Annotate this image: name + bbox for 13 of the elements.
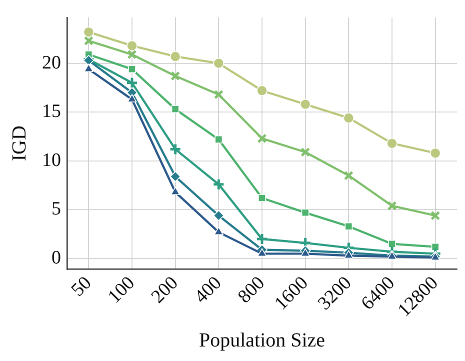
- x-tick-label: 400: [190, 272, 226, 308]
- y-tick-label: 10: [42, 150, 61, 171]
- y-axis-title: IGD: [8, 126, 30, 162]
- y-tick-label: 20: [42, 52, 61, 74]
- x-tick-label: 6400: [357, 272, 400, 314]
- y-tick-label: 15: [42, 101, 61, 122]
- x-axis-title: Population Size: [198, 329, 326, 352]
- x-tick-label: 800: [234, 272, 270, 308]
- y-tick-label: 5: [52, 198, 61, 220]
- x-tick-label: 50: [67, 272, 96, 301]
- y-tick-label: 0: [52, 248, 61, 269]
- x-tick-label: 100: [104, 272, 140, 308]
- x-tick-label: 200: [147, 272, 182, 308]
